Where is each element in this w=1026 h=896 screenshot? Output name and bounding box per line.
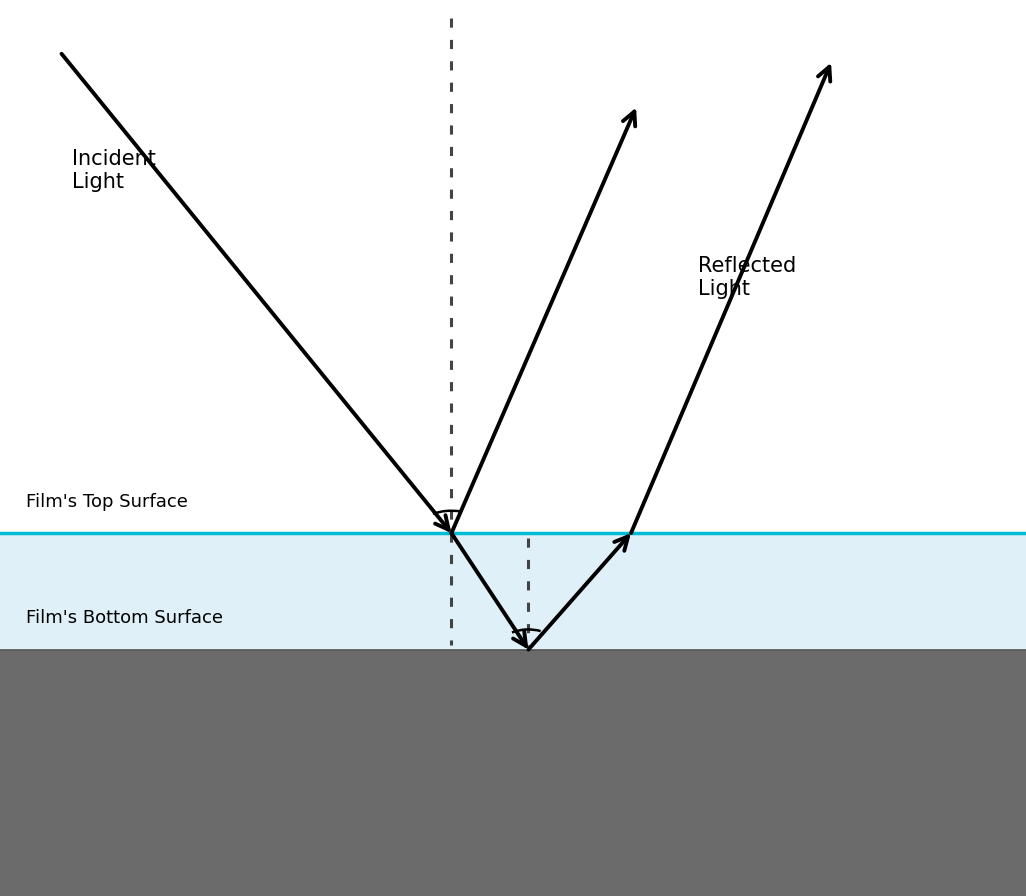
Text: Reflected
Light: Reflected Light <box>698 256 796 299</box>
Bar <box>0 533 1026 650</box>
Text: Incident
Light: Incident Light <box>72 149 156 192</box>
Text: Film's Top Surface: Film's Top Surface <box>26 493 188 511</box>
Text: Film's Bottom Surface: Film's Bottom Surface <box>26 609 223 627</box>
Bar <box>0 650 1026 896</box>
